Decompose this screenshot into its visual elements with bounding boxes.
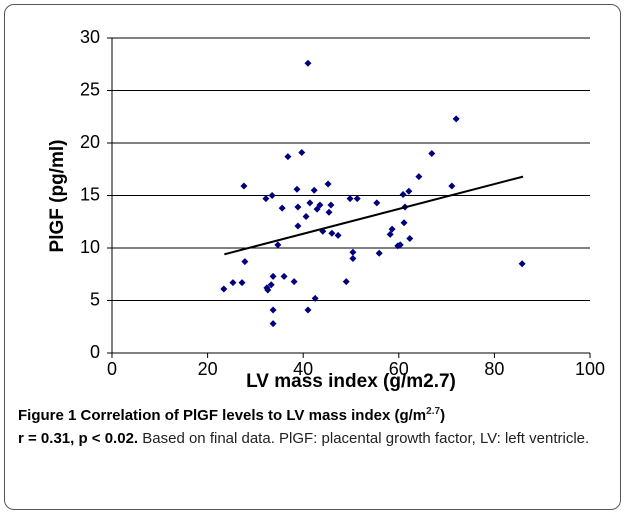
point [375, 249, 383, 257]
point [405, 187, 413, 195]
point [290, 278, 298, 286]
point [400, 219, 408, 227]
point [304, 306, 312, 314]
trendline [224, 175, 524, 256]
point [278, 204, 286, 212]
x-tick-label: 0 [107, 359, 117, 379]
x-tick-label: 100 [575, 359, 605, 379]
point [452, 115, 460, 123]
point [399, 190, 407, 198]
point [428, 150, 436, 157]
point [324, 180, 332, 188]
point [306, 199, 314, 207]
point [298, 148, 306, 156]
caption-label-end: ) [440, 407, 446, 424]
caption-label: Figure 1 Correlation of PlGF levels to L… [18, 407, 427, 424]
point [518, 260, 526, 268]
point [325, 208, 333, 216]
point [328, 229, 336, 237]
y-tick-label: 20 [80, 132, 100, 152]
point [353, 195, 361, 203]
point [313, 205, 321, 213]
x-tick-label: 60 [389, 359, 409, 379]
point [386, 230, 394, 238]
point [262, 195, 270, 203]
point [342, 278, 350, 286]
point [220, 285, 228, 293]
point [241, 258, 249, 266]
point [349, 248, 357, 256]
point [269, 272, 277, 280]
point [327, 201, 335, 209]
point [229, 279, 237, 287]
x-tick-label: 20 [198, 359, 218, 379]
point [304, 59, 312, 67]
point [310, 186, 318, 194]
point [373, 199, 381, 207]
point [274, 241, 282, 249]
point [284, 153, 292, 161]
x-axis-title: LV mass index (g/m2.7) [246, 371, 456, 392]
point [311, 294, 319, 302]
y-tick-label: 5 [90, 289, 100, 309]
point [316, 201, 324, 209]
point [448, 182, 456, 190]
point [302, 213, 310, 220]
point [267, 281, 275, 289]
point [406, 235, 414, 243]
point [268, 192, 276, 199]
caption: Figure 1 Correlation of PlGF levels to L… [18, 400, 614, 450]
point [264, 286, 272, 294]
point [334, 231, 342, 239]
point [240, 182, 248, 190]
caption-stats: r = 0.31, p < 0.02. [18, 430, 139, 447]
point [293, 185, 301, 193]
point [346, 195, 354, 203]
point [396, 241, 404, 249]
chart: LV mass index (g/m2.7) PlGF (pg/ml) 0 5 10… [47, 27, 605, 392]
point [269, 320, 277, 328]
caption-sup: 2.7 [426, 406, 441, 417]
x-tick-label: 40 [293, 359, 313, 379]
y-tick-label: 30 [80, 27, 100, 47]
point [238, 279, 246, 287]
y-tick-label: 25 [80, 79, 100, 99]
point [294, 222, 302, 230]
y-tick-label: 15 [80, 184, 100, 204]
point [349, 255, 357, 262]
point [388, 225, 396, 233]
y-tick-label: 0 [90, 342, 100, 362]
point [269, 306, 277, 314]
caption-text: Based on final data. PlGF: placental gro… [142, 430, 590, 447]
point [280, 272, 288, 280]
point [415, 173, 423, 181]
figure-frame [4, 4, 621, 510]
point [294, 203, 302, 211]
y-axis-title: PlGF (pg/ml) [47, 140, 68, 253]
x-tick-label: 80 [484, 359, 504, 379]
y-tick-label: 10 [80, 237, 100, 257]
